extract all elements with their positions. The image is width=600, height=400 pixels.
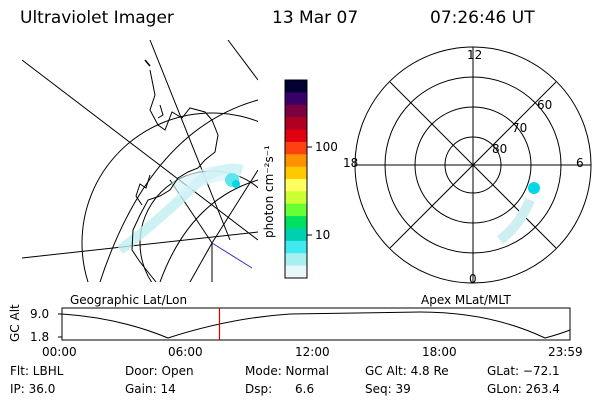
mlat-label-70: 70 xyxy=(512,121,528,135)
mlt-label-0: 0 xyxy=(469,272,477,286)
colorbar xyxy=(285,80,307,279)
info-gain: Gain: 14 xyxy=(125,382,176,396)
time-tick-2359: 23:59 xyxy=(548,345,583,359)
time-tick-0600: 06:00 xyxy=(168,345,203,359)
colorbar-band xyxy=(285,265,307,279)
info-mode: Mode: Normal xyxy=(245,364,329,378)
colorbar-band xyxy=(285,216,307,230)
colorbar-band xyxy=(285,104,307,118)
colorbar-band xyxy=(285,166,307,180)
colorbar-tick-10: 10 xyxy=(315,228,331,242)
time-tick-1200: 12:00 xyxy=(295,345,330,359)
geographic-map xyxy=(22,40,258,282)
info-gc-alt: GC Alt: 4.8 Re xyxy=(365,364,449,378)
colorbar-band xyxy=(285,191,307,205)
polar-plot-label: Apex MLat/MLT xyxy=(421,293,511,307)
mlt-label-6: 6 xyxy=(576,156,584,170)
info-door: Door: Open xyxy=(125,364,194,378)
time-label: 07:26:46 UT xyxy=(430,8,535,28)
mlat-label-60: 60 xyxy=(537,98,553,112)
time-tick-0000: 00:00 xyxy=(42,345,77,359)
info-ip: IP: 36.0 xyxy=(10,382,56,396)
info-glon: GLon: 263.4 xyxy=(487,382,560,396)
info-seq: Seq: 39 xyxy=(365,382,411,396)
altitude-plot xyxy=(58,307,571,341)
alt-tick-high: 9.0 xyxy=(30,307,50,321)
gc-alt-axis-label: GC Alt xyxy=(8,304,22,342)
info-glat: GLat: −72.1 xyxy=(487,364,560,378)
colorbar-band xyxy=(285,141,307,155)
mlt-label-18: 18 xyxy=(343,156,359,170)
colorbar-frame xyxy=(284,79,308,279)
app-title: Ultraviolet Imager xyxy=(20,8,174,28)
colorbar-band xyxy=(285,179,307,192)
colorbar-unit-label: photon cm⁻²s⁻¹ xyxy=(262,145,276,238)
colorbar-band xyxy=(285,129,307,143)
date-label: 13 Mar 07 xyxy=(272,8,359,28)
info-filter: Flt: LBHL xyxy=(10,364,64,378)
colorbar-band xyxy=(285,92,307,106)
colorbar-band xyxy=(285,154,307,168)
colorbar-band xyxy=(285,117,307,131)
info-dsp: Dsp: 6.6 xyxy=(245,382,315,396)
colorbar-band xyxy=(285,80,307,93)
polar-plot xyxy=(354,46,592,284)
alt-tick-low: 1.8 xyxy=(30,330,50,344)
colorbar-band xyxy=(285,203,307,217)
mlat-label-80: 80 xyxy=(492,142,508,156)
geo-map-label: Geographic Lat/Lon xyxy=(70,293,188,307)
colorbar-band xyxy=(285,240,307,254)
mlt-label-12: 12 xyxy=(467,48,483,62)
colorbar-band xyxy=(285,253,307,267)
colorbar-tick-100: 100 xyxy=(315,140,338,154)
time-tick-1800: 18:00 xyxy=(422,345,457,359)
colorbar-band xyxy=(285,228,307,242)
